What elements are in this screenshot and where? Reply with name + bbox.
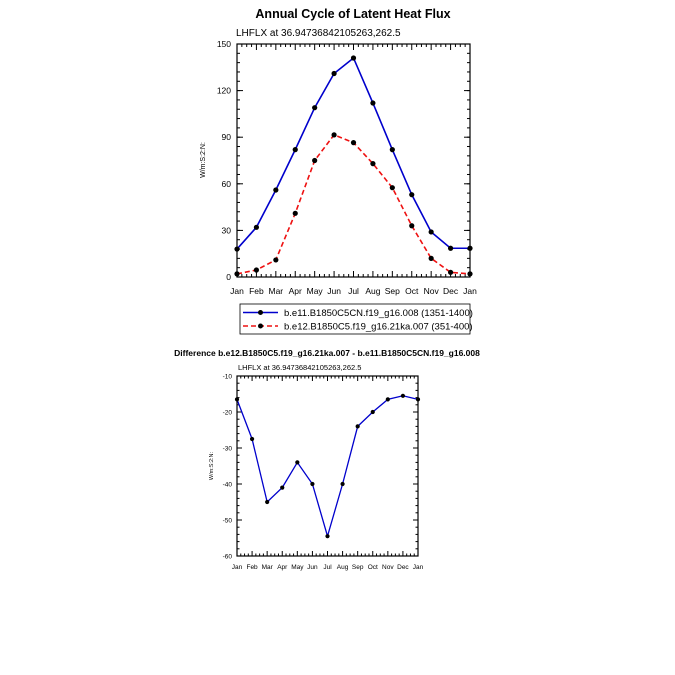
series-1-point <box>340 481 345 487</box>
series-1-point <box>295 460 300 465</box>
y-tick-label: -50 <box>223 517 233 524</box>
top-chart-subtitle: LHFLX at 36.94736842105263,262.5 <box>236 28 401 39</box>
series-2-point <box>331 132 337 138</box>
bottom-chart-series <box>234 393 421 539</box>
x-tick-label: Feb <box>246 564 258 571</box>
series-2-point <box>409 223 415 229</box>
legend-marker-1 <box>258 310 263 315</box>
x-tick-label: Nov <box>424 286 440 296</box>
top-chart-series <box>234 55 473 277</box>
x-tick-label: May <box>307 286 324 296</box>
series-1-point <box>355 424 360 429</box>
legend-marker-2 <box>258 323 263 329</box>
series-1-point <box>265 499 270 505</box>
x-tick-label: Nov <box>382 564 394 571</box>
series-1-point <box>253 224 260 230</box>
bottom-chart-subtitle: LHFLX at 36.94736842105263,262.5 <box>238 363 361 372</box>
series-2-point <box>389 185 395 191</box>
series-1-point <box>370 100 376 106</box>
legend-box <box>239 303 471 335</box>
series-2-point <box>273 257 279 263</box>
top-chart-ticks: Jan Feb Mar Apr May Jun Jul Aug Sep Oct Nov Dec Jan 0… <box>217 39 477 296</box>
series-1-point <box>370 409 375 415</box>
series-2-point <box>312 157 318 164</box>
series-1-point <box>350 55 357 61</box>
x-tick-label: Apr <box>277 564 288 571</box>
series-1-point <box>292 147 298 153</box>
series-1-point <box>428 229 434 235</box>
x-tick-label: Sep <box>352 564 364 571</box>
bottom-chart-frame <box>236 375 419 557</box>
y-tick-label: 0 <box>226 272 231 282</box>
top-chart-frame <box>236 43 471 278</box>
series-1-point <box>400 393 406 398</box>
x-tick-label: Jun <box>327 286 341 296</box>
y-tick-label: -30 <box>223 445 233 452</box>
series-2-point <box>370 161 376 167</box>
series-line-2 <box>236 133 471 275</box>
x-tick-label: Jan <box>413 564 424 571</box>
y-tick-label: 30 <box>222 225 232 235</box>
series-line-1 <box>236 56 470 250</box>
x-tick-label: Apr <box>289 286 302 296</box>
series-2-point <box>350 140 357 146</box>
y-tick-label: -10 <box>223 373 233 380</box>
x-tick-label: Mar <box>269 286 284 296</box>
series-2-point <box>292 210 298 216</box>
series-1-point <box>409 192 415 198</box>
x-tick-label: May <box>291 564 304 571</box>
series-2-point <box>253 267 260 273</box>
x-tick-label: Oct <box>405 286 419 296</box>
x-tick-label: Aug <box>337 564 349 571</box>
y-tick-label: -60 <box>223 553 233 560</box>
legend-label-1: b.e11.B1850C5CN.f19_g16.008 (1351-1400) <box>284 308 473 319</box>
top-chart-ylabel: W/m:S:2:N: <box>200 142 207 178</box>
bottom-chart: Difference b.e12.B1850C5.f19_g16.21ka.00… <box>174 348 480 571</box>
series-2-point <box>447 269 454 275</box>
x-tick-label: Sep <box>385 286 400 296</box>
x-tick-label: Jan <box>232 564 243 571</box>
y-tick-label: 60 <box>222 179 232 189</box>
bottom-chart-ylabel: W/m:S:2:N: <box>209 451 215 480</box>
x-tick-label: Jan <box>230 286 244 296</box>
x-tick-label: Jul <box>348 286 359 296</box>
series-1-point <box>325 534 330 539</box>
y-tick-label: 90 <box>222 132 232 142</box>
x-tick-label: Dec <box>397 564 409 571</box>
x-tick-label: Jan <box>463 286 477 296</box>
x-tick-label: Aug <box>365 286 380 296</box>
y-tick-label: 120 <box>217 86 231 96</box>
y-tick-label: -40 <box>223 481 233 488</box>
series-1-point <box>273 187 279 193</box>
series-1-point <box>249 436 255 442</box>
series-1-point <box>385 397 390 402</box>
top-chart: Annual Cycle of Latent Heat Flux LHFLX a… <box>200 7 477 335</box>
series-1-point <box>331 70 337 77</box>
series-1-point <box>280 485 285 490</box>
y-tick-label: 150 <box>217 39 231 49</box>
top-chart-legend: b.e11.B1850C5CN.f19_g16.008 (1351-1400) … <box>239 303 473 335</box>
legend-label-2: b.e12.B1850C5.f19_g16.21ka.007 (351-400) <box>284 322 473 333</box>
series-1-point <box>310 481 315 487</box>
x-tick-label: Oct <box>368 564 378 571</box>
x-tick-label: Jul <box>323 564 332 571</box>
x-tick-label: Jun <box>307 564 318 571</box>
bottom-chart-ticks: Jan Feb Mar Apr May Jun Jul Aug Sep Oct Nov Dec Jan-… <box>223 373 424 571</box>
y-tick-label: -20 <box>223 409 233 416</box>
x-tick-label: Feb <box>249 286 264 296</box>
legend-entry-2: b.e12.B1850C5.f19_g16.21ka.007 (351-400) <box>243 322 473 333</box>
x-tick-label: Mar <box>262 564 274 571</box>
series-1-point <box>312 105 318 111</box>
series-1-point <box>389 147 395 153</box>
top-chart-title: Annual Cycle of Latent Heat Flux <box>255 7 450 21</box>
series-line-1 <box>236 395 419 539</box>
series-2-point <box>428 255 434 261</box>
bottom-chart-title: Difference b.e12.B1850C5.f19_g16.21ka.00… <box>174 348 480 358</box>
series-1-point <box>447 245 454 251</box>
x-tick-label: Dec <box>443 286 459 296</box>
legend-entry-1: b.e11.B1850C5CN.f19_g16.008 (1351-1400) <box>243 308 473 319</box>
